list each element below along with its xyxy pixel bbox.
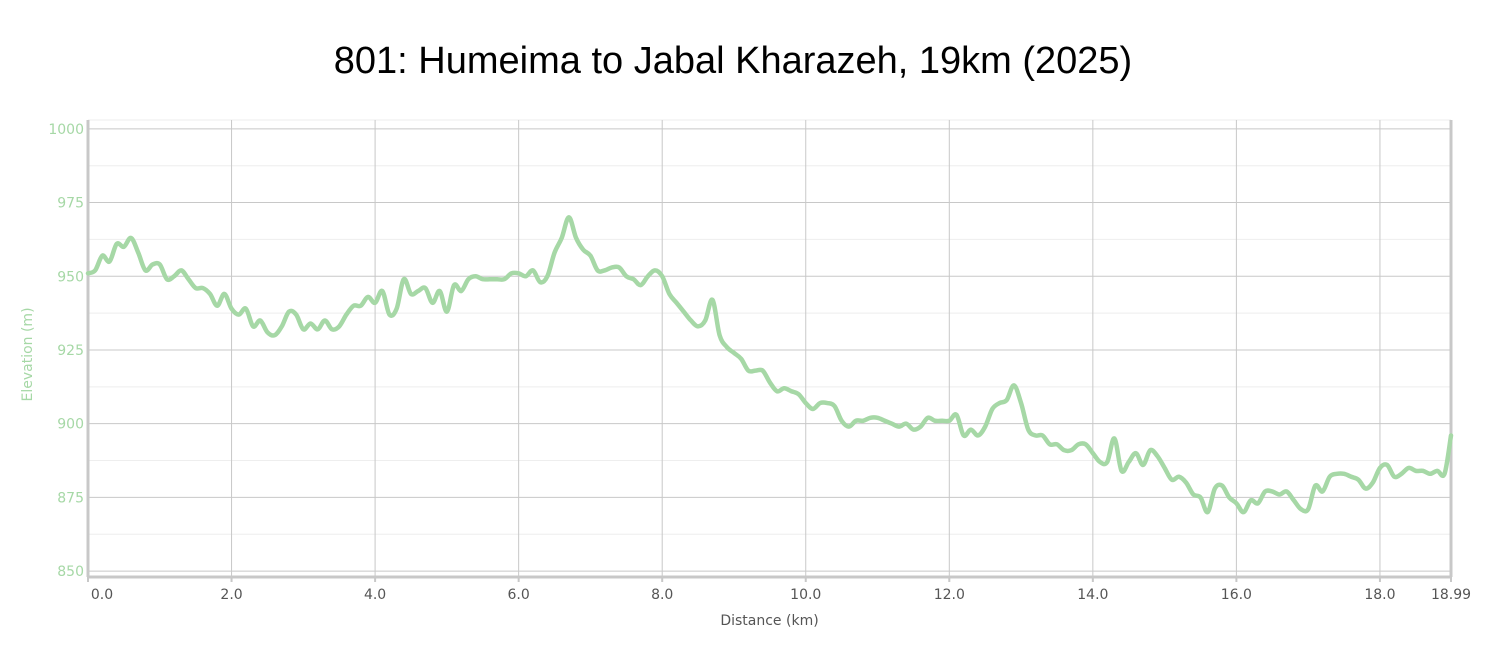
minor-gridlines bbox=[88, 119, 1451, 535]
x-tick-label: 12.0 bbox=[934, 587, 965, 603]
x-tick-label: 16.0 bbox=[1221, 587, 1252, 603]
y-tick-label: 950 bbox=[57, 269, 84, 285]
x-tick-label: 0.0 bbox=[91, 587, 113, 603]
y-tick-label: 925 bbox=[57, 343, 84, 359]
x-tick-label: 6.0 bbox=[508, 587, 530, 603]
y-tick-label: 975 bbox=[57, 196, 84, 212]
x-tick-label: 4.0 bbox=[364, 587, 386, 603]
x-tick-label: 10.0 bbox=[790, 587, 821, 603]
x-tick-label: 8.0 bbox=[651, 587, 673, 603]
x-tick-label: 14.0 bbox=[1077, 587, 1108, 603]
y-tick-label: 875 bbox=[57, 490, 84, 506]
major-gridlines bbox=[88, 120, 1451, 577]
x-tick-label: 18.0 bbox=[1364, 587, 1395, 603]
y-axis-title: Elevation (m) bbox=[20, 307, 36, 401]
elevation-line bbox=[85, 215, 1454, 515]
x-tick-labels: 0.0 2.0 4.0 6.0 8.0 10.0 12.0 14.0 16.0 18.0 18.99 bbox=[87, 577, 1471, 603]
y-tick-labels: 850 875 900 925 950 975 1000 bbox=[48, 122, 84, 580]
y-tick-label: 900 bbox=[57, 417, 84, 433]
x-axis-title: Distance (km) bbox=[720, 613, 818, 629]
x-tick-label: 18.99 bbox=[1431, 587, 1471, 603]
x-tick-label: 2.0 bbox=[220, 587, 242, 603]
axes bbox=[86, 120, 1453, 579]
series-layer bbox=[85, 215, 1454, 515]
chart-title: 801: Humeima to Jabal Kharazeh, 19km (20… bbox=[333, 40, 1133, 82]
y-tick-label: 1000 bbox=[48, 122, 84, 138]
y-tick-label: 850 bbox=[57, 564, 84, 580]
